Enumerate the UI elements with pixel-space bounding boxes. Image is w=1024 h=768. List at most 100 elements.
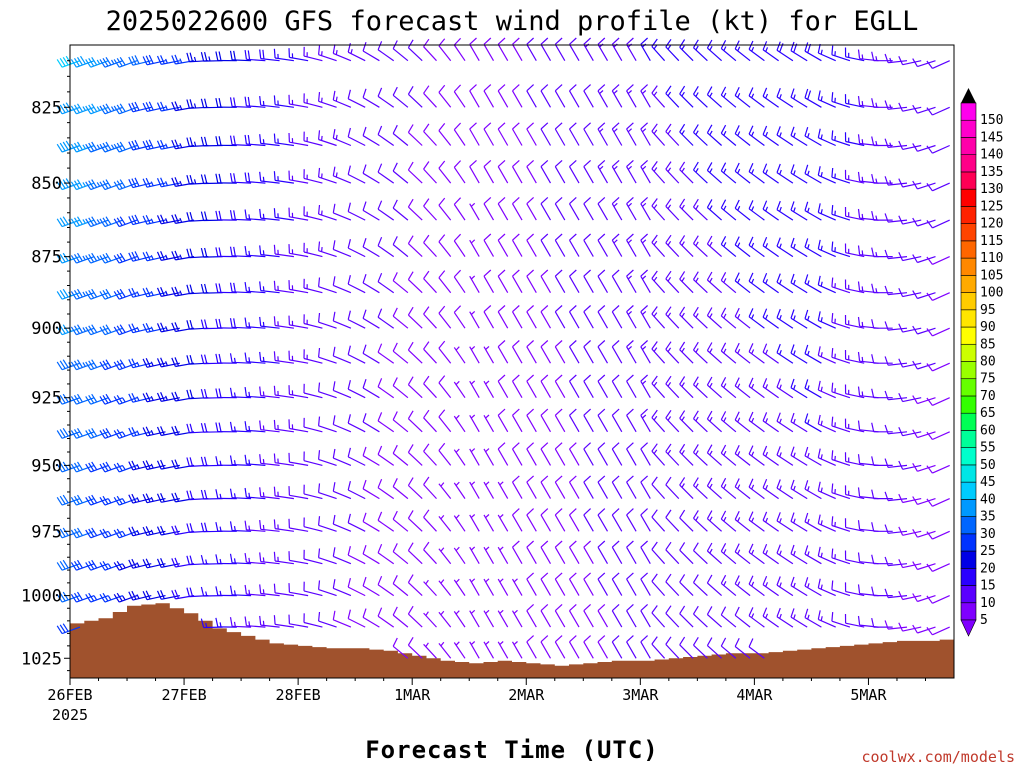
barb-feather [332,579,336,589]
barb-feather [640,37,649,45]
barb-staff [611,203,623,221]
barb-half-feather [262,321,265,327]
barb-feather [102,104,109,114]
wind-barb [611,84,623,108]
wind-barb [511,540,523,564]
wind-barb [526,635,537,659]
barb-feather [259,552,262,562]
barb-feather [831,205,834,215]
wind-barb [229,50,252,62]
barb-feather [720,199,727,209]
barb-half-feather [751,417,755,423]
barb-feather [583,305,592,313]
wind-barb [626,572,637,596]
barb-feather [871,210,875,221]
barb-feather [273,385,276,396]
barb-staff [762,420,779,433]
colorbar-tick-label: 145 [980,131,1003,146]
wind-barb [377,378,395,399]
barb-half-feather [136,396,140,401]
barb-feather [105,359,112,368]
barb-feather [804,164,809,174]
barb-feather [229,173,233,183]
barb-feather [597,442,606,450]
barb-feather [142,427,148,437]
wind-barb [469,37,480,62]
barb-half-feather [779,452,782,457]
wind-barb [407,271,423,294]
wind-barb [70,559,95,571]
barb-feather [720,637,727,647]
barb-half-feather [641,239,647,244]
wind-barb [142,251,166,262]
barb-staff [540,641,552,659]
barb-feather [73,429,80,438]
wind-barb [871,98,893,108]
wind-barb [288,315,309,329]
barb-staff [554,578,566,596]
barb-half-feather [82,255,86,261]
barb-feather [720,444,727,454]
barb-feather [244,209,247,219]
barb-feather [70,361,77,371]
wind-barb [706,410,722,433]
barb-feather [332,128,336,139]
barb-half-feather [513,578,518,583]
wind-barb [665,198,680,221]
barb-feather [233,97,236,107]
wind-barb [142,493,166,504]
barb-feather [790,88,795,98]
wind-barb [912,561,936,571]
wind-barb [871,422,893,433]
barb-feather [142,102,148,112]
wind-barb [483,305,495,329]
barb-feather [776,308,781,318]
barb-staff [720,94,737,108]
barb-feather [871,51,875,61]
barb-feather [679,443,686,453]
wind-barb [926,563,950,572]
barb-staff [917,256,936,264]
wind-barb [734,411,751,433]
barb-feather [59,217,66,226]
wind-barb [526,159,537,184]
barb-staff [597,311,609,329]
wind-barb [857,487,879,500]
barb-feather [128,591,134,601]
barb-feather [102,217,109,226]
barb-staff [362,585,380,597]
barb-staff [693,644,708,659]
wind-barb [511,233,523,257]
barb-feather [102,360,109,369]
barb-staff [762,454,779,466]
wind-barb [273,453,294,466]
barb-half-feather [723,46,727,51]
barb-staff [246,218,266,221]
barb-feather [204,423,208,433]
wind-barb [469,275,480,293]
barb-feather [70,255,77,264]
wind-barb [540,374,552,398]
wind-barb [898,622,922,632]
wind-barb [347,546,366,565]
wind-barb [407,605,423,628]
barb-feather [497,305,506,313]
barb-feather [884,249,889,259]
barb-feather [347,202,351,212]
wind-barb [483,196,495,221]
wind-barb [748,445,765,466]
barb-feather [583,508,592,516]
barb-staff [511,610,523,628]
barb-feather [156,392,162,402]
wind-barb [857,316,879,329]
wind-barb [665,636,680,659]
wind-barb [259,520,280,532]
wind-barb [871,388,893,399]
barb-half-feather [350,49,353,54]
wind-barb [651,409,666,433]
barb-staff [776,454,794,466]
barb-half-feather [321,97,323,103]
wind-barb [244,246,266,258]
barb-feather [247,50,251,60]
barb-staff [888,106,908,110]
